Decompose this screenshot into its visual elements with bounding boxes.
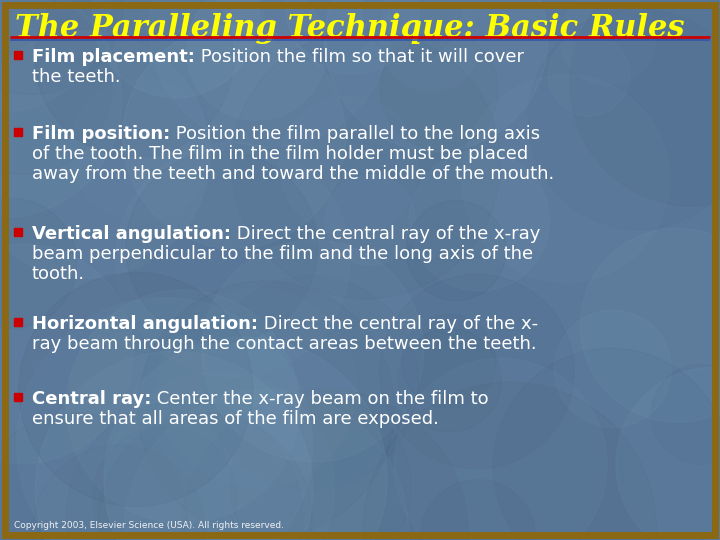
- Text: Copyright 2003, Elsevier Science (USA). All rights reserved.: Copyright 2003, Elsevier Science (USA). …: [14, 521, 284, 530]
- Circle shape: [409, 151, 549, 291]
- Circle shape: [0, 199, 77, 328]
- Text: Position the film parallel to the long axis: Position the film parallel to the long a…: [170, 125, 541, 143]
- Circle shape: [548, 35, 630, 116]
- Circle shape: [554, 310, 672, 428]
- Circle shape: [138, 281, 395, 538]
- Circle shape: [66, 290, 300, 523]
- Circle shape: [35, 351, 312, 540]
- Circle shape: [202, 240, 424, 462]
- Text: beam perpendicular to the film and the long axis of the: beam perpendicular to the film and the l…: [32, 245, 533, 263]
- Circle shape: [181, 389, 468, 540]
- Circle shape: [104, 337, 387, 540]
- Circle shape: [420, 480, 536, 540]
- Text: Position the film so that it will cover: Position the film so that it will cover: [195, 48, 524, 66]
- Circle shape: [380, 274, 575, 469]
- Text: Central ray:: Central ray:: [32, 390, 151, 408]
- Circle shape: [92, 0, 259, 98]
- Circle shape: [580, 228, 720, 422]
- Circle shape: [104, 372, 335, 540]
- Text: Horizontal angulation:: Horizontal angulation:: [32, 315, 258, 333]
- Circle shape: [406, 201, 506, 301]
- Circle shape: [98, 413, 312, 540]
- Text: The Paralleling Technique: Basic Rules: The Paralleling Technique: Basic Rules: [15, 13, 685, 44]
- Text: Center the x-ray beam on the film to: Center the x-ray beam on the film to: [151, 390, 489, 408]
- Circle shape: [398, 329, 501, 432]
- Circle shape: [651, 364, 720, 464]
- Text: ray beam through the contact areas between the teeth.: ray beam through the contact areas betwe…: [32, 335, 536, 353]
- Text: Film position:: Film position:: [32, 125, 170, 143]
- Text: tooth.: tooth.: [32, 265, 85, 284]
- Circle shape: [230, 395, 412, 540]
- Circle shape: [395, 358, 607, 540]
- Text: Vertical angulation:: Vertical angulation:: [32, 225, 231, 243]
- Circle shape: [0, 0, 112, 174]
- Circle shape: [0, 0, 109, 112]
- Circle shape: [115, 143, 350, 377]
- Circle shape: [149, 0, 390, 147]
- Circle shape: [0, 31, 210, 279]
- Text: of the tooth. The film in the film holder must be placed: of the tooth. The film in the film holde…: [32, 145, 528, 163]
- Circle shape: [325, 0, 548, 151]
- Circle shape: [126, 151, 318, 343]
- Circle shape: [462, 75, 670, 282]
- Text: ensure that all areas of the film are exposed.: ensure that all areas of the film are ex…: [32, 410, 439, 428]
- Circle shape: [0, 0, 122, 218]
- Circle shape: [125, 389, 409, 540]
- Circle shape: [325, 175, 415, 265]
- Circle shape: [35, 0, 234, 157]
- Circle shape: [123, 25, 346, 248]
- Circle shape: [380, 31, 498, 149]
- Circle shape: [19, 272, 253, 507]
- Circle shape: [493, 348, 720, 540]
- Circle shape: [570, 0, 720, 206]
- Circle shape: [616, 367, 720, 540]
- Circle shape: [363, 382, 657, 540]
- Text: Direct the central ray of the x-ray: Direct the central ray of the x-ray: [231, 225, 541, 243]
- Text: Direct the central ray of the x-: Direct the central ray of the x-: [258, 315, 538, 333]
- Text: Film placement:: Film placement:: [32, 48, 195, 66]
- Circle shape: [32, 445, 206, 540]
- Circle shape: [286, 0, 419, 75]
- Circle shape: [17, 298, 312, 540]
- Circle shape: [186, 0, 326, 120]
- Circle shape: [0, 244, 134, 463]
- Text: away from the teeth and toward the middle of the mouth.: away from the teeth and toward the middl…: [32, 165, 554, 183]
- Text: the teeth.: the teeth.: [32, 68, 121, 86]
